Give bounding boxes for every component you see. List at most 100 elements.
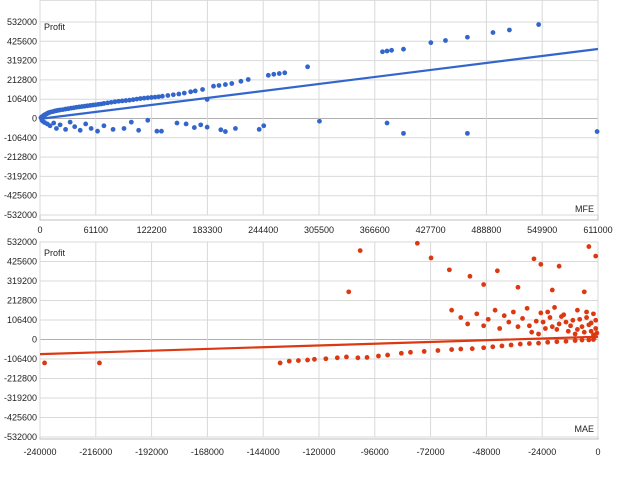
mfe-y-ticks: 532000 425600 319200 212800 106400 0 -106400 -2…	[4, 17, 37, 220]
mfe-data-point	[57, 122, 63, 128]
mae-data-point	[510, 309, 516, 315]
mae-data-point	[305, 357, 310, 363]
mfe-x-axis-label: MFE	[575, 204, 594, 214]
mfe-data-point	[54, 126, 59, 131]
mae-data-point	[536, 331, 541, 337]
mae-data-point	[481, 345, 487, 351]
mfe-data-point	[88, 126, 94, 131]
mae-y-tick-label: 319200	[7, 276, 37, 286]
mfe-data-point	[77, 127, 83, 133]
mae-x-tick-label: -168000	[191, 447, 224, 457]
mfe-x-ticks: 0 61100 122200 183300 244400 305500 366600 4277…	[37, 225, 612, 235]
mfe-data-point	[192, 88, 198, 94]
mfe-data-point	[507, 27, 512, 33]
mfe-data-point	[200, 87, 205, 92]
mae-data-point	[517, 341, 523, 347]
mfe-data-point	[271, 71, 277, 77]
mae-data-point	[526, 341, 532, 346]
mfe-x-tick-label: 488800	[471, 225, 501, 235]
mae-data-point	[501, 313, 507, 319]
mfe-data-point	[101, 101, 107, 106]
mfe-y-tick-label: 319200	[7, 56, 37, 66]
mae-data-point	[481, 323, 487, 329]
mae-data-point	[421, 349, 427, 354]
mae-data-point	[296, 358, 301, 363]
mae-data-point	[549, 324, 555, 330]
mfe-data-point	[105, 100, 110, 106]
mae-data-point	[346, 289, 352, 295]
mae-gridlines	[39, 241, 599, 438]
mfe-data-point	[128, 119, 134, 125]
mae-data-point	[547, 315, 553, 320]
mae-data-point	[554, 339, 560, 345]
mae-y-axis-label: Profit	[44, 248, 66, 258]
mae-data-point	[435, 348, 441, 353]
mfe-data-point	[229, 81, 235, 86]
mae-data-point	[540, 319, 546, 325]
mae-data-point	[586, 322, 592, 328]
mae-data-point	[554, 327, 560, 332]
mae-data-point	[428, 255, 434, 261]
mae-data-point	[581, 289, 587, 295]
mae-data-point	[481, 282, 487, 287]
mfe-data-point	[154, 128, 160, 134]
mae-data-point	[552, 305, 557, 310]
mae-data-point	[469, 346, 475, 352]
mfe-data-point	[490, 30, 496, 35]
mae-data-point	[458, 346, 464, 352]
mae-data-point	[591, 311, 596, 317]
mae-scatter-chart: 532000 425600 319200 212800 106400 0 -106400 -2…	[4, 237, 601, 457]
mae-data-point	[449, 307, 455, 313]
mae-data-point	[499, 343, 505, 349]
mae-data-point	[592, 334, 597, 340]
mae-x-tick-label: -48000	[472, 447, 500, 457]
mae-data-point	[355, 355, 361, 361]
mae-y-tick-label: -532000	[4, 432, 37, 442]
mae-data-point	[593, 253, 599, 259]
mfe-data-point	[198, 122, 204, 128]
mae-x-tick-label: -72000	[417, 447, 445, 457]
mfe-x-tick-label: 244400	[248, 225, 278, 235]
mfe-data-point	[145, 117, 151, 123]
mfe-data-point	[127, 97, 132, 103]
mfe-data-point	[211, 83, 216, 89]
mae-trendline	[39, 335, 599, 356]
mae-x-tick-label: -96000	[361, 447, 389, 457]
mfe-data-point	[389, 47, 395, 53]
mfe-data-point	[156, 94, 162, 100]
mfe-y-tick-label: -319200	[4, 171, 37, 181]
mfe-data-point	[245, 77, 251, 82]
mfe-data-point	[110, 126, 116, 132]
mae-data-point	[531, 256, 537, 262]
mfe-data-point	[465, 130, 470, 136]
mae-y-tick-label: 106400	[7, 315, 37, 325]
mfe-data-point	[401, 46, 406, 52]
mfe-data-point	[238, 78, 244, 84]
mfe-data-point	[222, 82, 228, 87]
mae-data-point	[312, 356, 317, 362]
mae-data-point	[492, 307, 498, 313]
mfe-data-point	[233, 126, 238, 131]
mae-data-point	[565, 328, 571, 334]
mfe-data-point	[95, 128, 100, 134]
mae-data-point	[588, 328, 594, 334]
mae-data-point	[286, 358, 292, 364]
mae-y-tick-label: -106400	[4, 354, 37, 364]
mfe-data-point	[145, 95, 151, 101]
mae-x-tick-label: -24000	[528, 447, 556, 457]
mfe-y-tick-label: -212800	[4, 152, 37, 162]
mae-data-point	[563, 319, 569, 325]
mfe-y-axis-label: Profit	[44, 22, 66, 32]
mae-data-point	[584, 315, 589, 320]
mfe-x-tick-label: 61100	[84, 225, 108, 235]
mae-data-point	[538, 310, 544, 316]
mae-x-tick-label: -216000	[79, 447, 112, 457]
mfe-x-tick-label: 427700	[416, 225, 446, 235]
mfe-y-tick-label: -106400	[4, 133, 37, 143]
mae-data-point	[376, 353, 381, 359]
mae-data-point	[526, 323, 532, 329]
mfe-data-point	[170, 92, 176, 98]
mae-data-point	[533, 318, 539, 324]
mfe-x-tick-label: 0	[37, 225, 42, 235]
